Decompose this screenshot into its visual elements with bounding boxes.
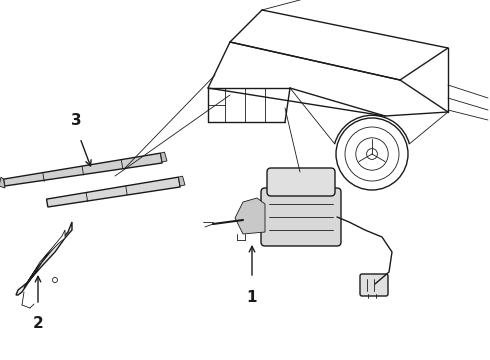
Text: 3: 3 <box>71 113 81 128</box>
FancyBboxPatch shape <box>261 188 341 246</box>
Polygon shape <box>3 153 162 186</box>
Polygon shape <box>0 177 5 188</box>
FancyBboxPatch shape <box>360 274 388 296</box>
Polygon shape <box>47 177 180 207</box>
Polygon shape <box>16 222 72 295</box>
Text: 1: 1 <box>247 290 257 305</box>
FancyBboxPatch shape <box>267 168 335 196</box>
Polygon shape <box>161 152 167 162</box>
Text: 2: 2 <box>33 316 44 331</box>
Polygon shape <box>24 230 65 288</box>
Polygon shape <box>178 176 185 186</box>
Circle shape <box>52 278 57 283</box>
Polygon shape <box>235 198 265 234</box>
